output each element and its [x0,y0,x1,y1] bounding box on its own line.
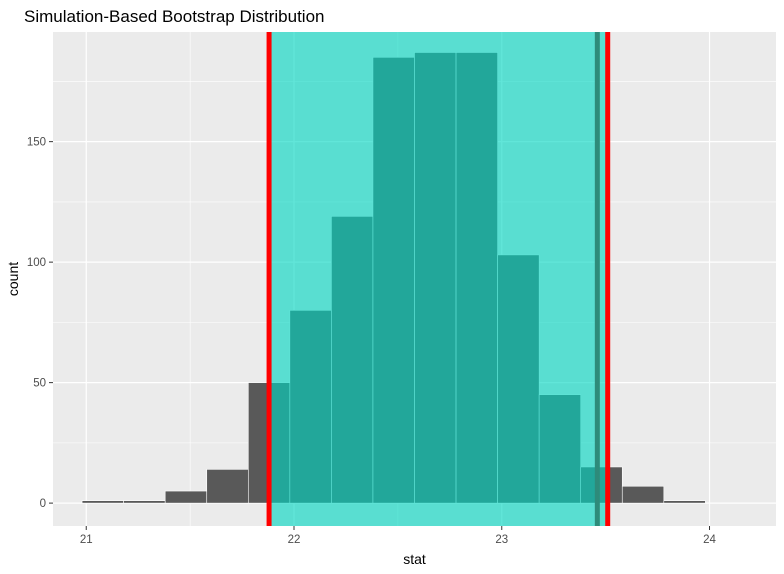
y-tick-label: 150 [27,137,46,149]
x-tick-label: 24 [703,534,716,546]
y-tick-label: 100 [27,257,46,269]
interval-lines [266,32,611,526]
chart-title: Simulation-Based Bootstrap Distribution [24,7,324,26]
histogram-bar [206,469,249,504]
y-tick-label: 0 [40,498,46,510]
x-axis-title: stat [403,551,426,567]
histogram-bar [621,485,665,504]
y-axis-ticks: 0 50 100 150 [27,137,53,510]
y-axis-title: count [5,262,21,296]
histogram-bar [663,500,706,504]
x-axis-ticks: 21 22 23 24 [80,526,717,546]
histogram-bar [81,500,124,504]
x-tick-label: 23 [495,534,508,546]
x-tick-label: 21 [80,534,93,546]
x-tick-label: 22 [288,534,301,546]
histogram-bar [123,500,166,504]
histogram-bar [164,490,208,504]
confidence-interval-shade [269,32,608,526]
y-tick-label: 50 [33,378,46,390]
